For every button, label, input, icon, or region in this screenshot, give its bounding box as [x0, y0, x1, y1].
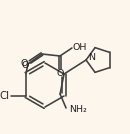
Text: O: O	[20, 59, 28, 68]
Text: O: O	[56, 70, 64, 79]
Text: NH₂: NH₂	[69, 105, 87, 113]
Text: N: N	[88, 53, 95, 62]
Text: OH: OH	[73, 44, 87, 53]
Text: Cl: Cl	[0, 91, 9, 101]
Text: O: O	[21, 60, 29, 70]
